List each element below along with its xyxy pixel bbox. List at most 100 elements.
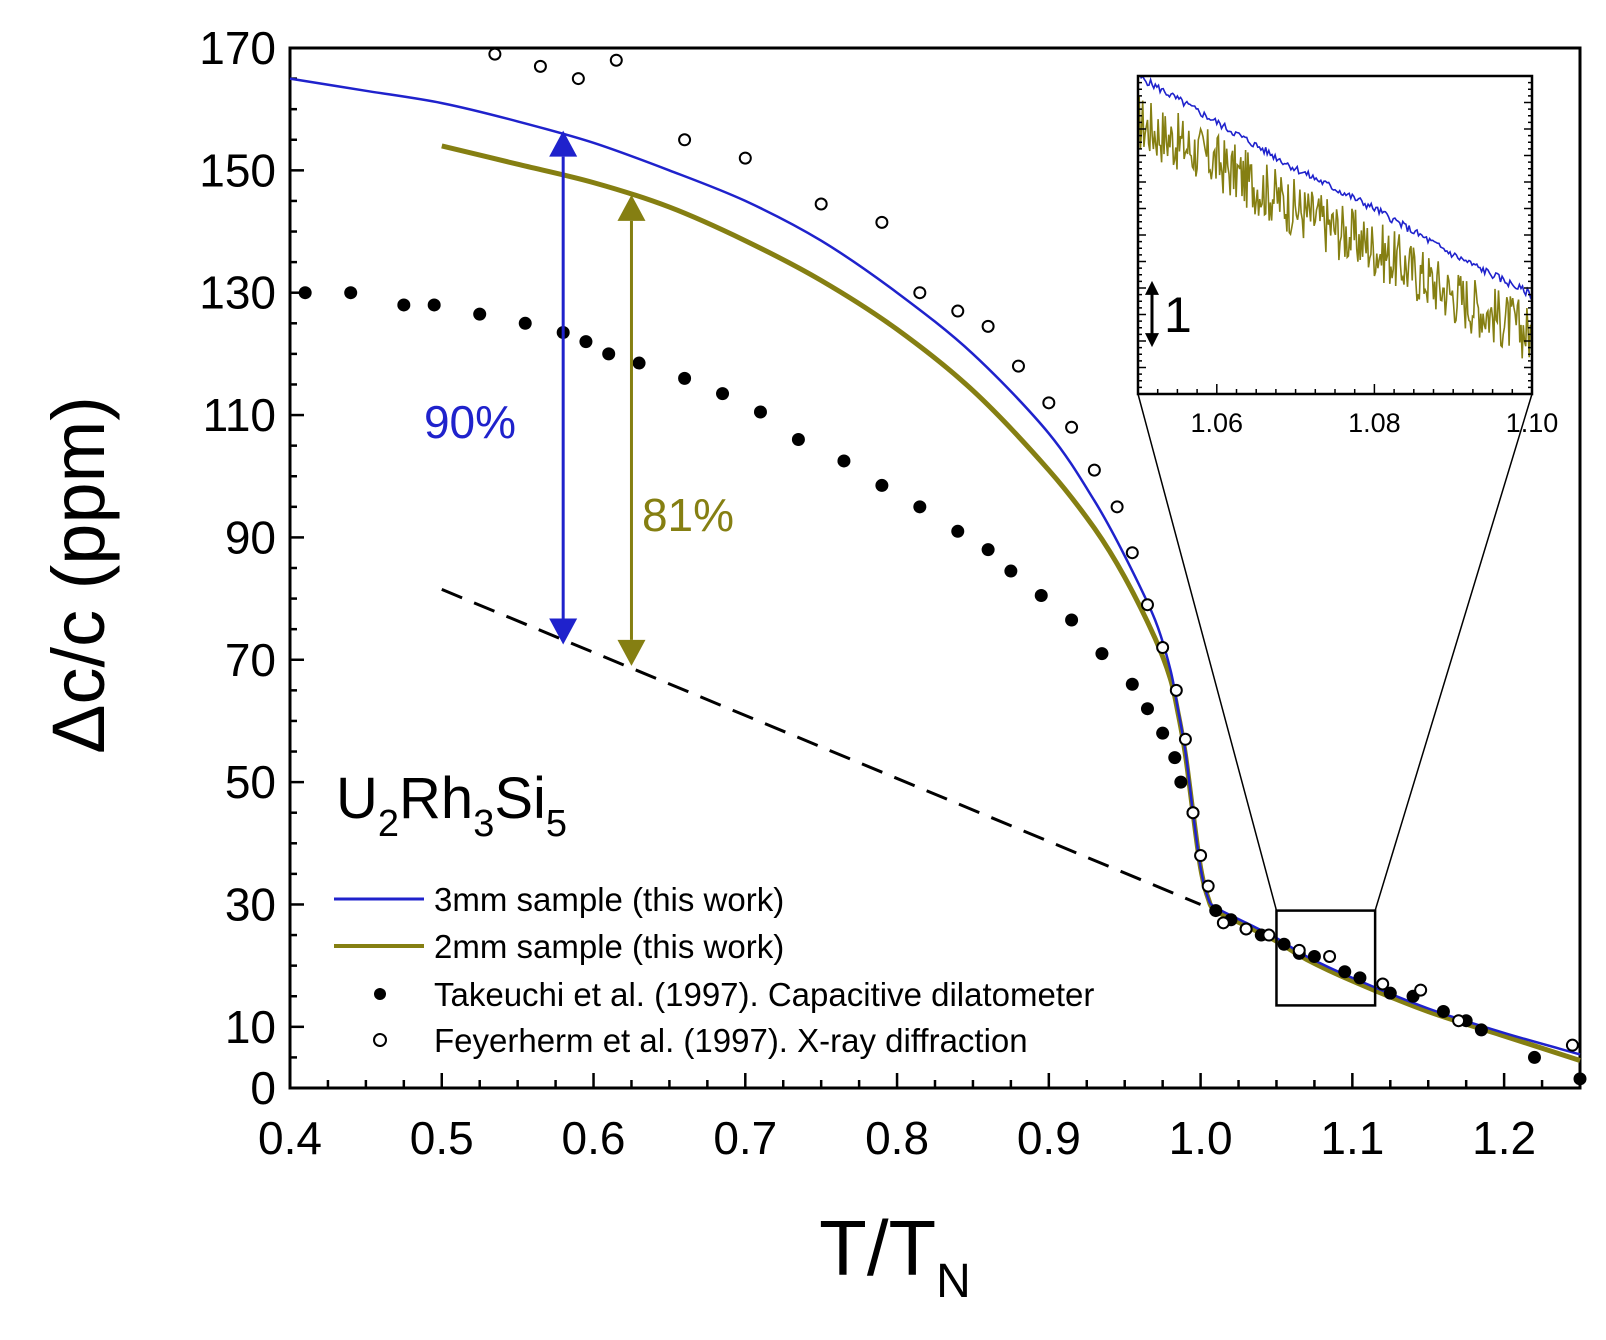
compound-u-sub: 2 — [378, 803, 399, 845]
x-axis-label-subscript: N — [936, 1255, 971, 1308]
takeuchi-point — [1573, 1072, 1587, 1086]
takeuchi-point — [1474, 1023, 1488, 1037]
feyerherm-point — [678, 133, 692, 147]
legend-label-takeuchi: Takeuchi et al. (1997). Capacitive dilat… — [434, 976, 1094, 1013]
y-tick-label: 170 — [199, 22, 276, 74]
arrow-down-icon — [549, 618, 578, 645]
takeuchi-point — [678, 371, 692, 385]
takeuchi-point — [791, 433, 805, 447]
takeuchi-point — [753, 405, 767, 419]
takeuchi-point — [1140, 702, 1154, 716]
x-tick-label: 1.1 — [1320, 1112, 1384, 1164]
feyerherm-point — [1292, 943, 1306, 957]
feyerherm-point — [1216, 916, 1230, 930]
legend-label-2mm: 2mm sample (this work) — [434, 928, 784, 965]
legend-label-3mm: 3mm sample (this work) — [434, 881, 784, 918]
feyerherm-point — [1169, 683, 1183, 697]
compound-label: U2Rh3Si5 — [336, 766, 567, 845]
zoom-region-box — [1275, 909, 1377, 1007]
feyerherm-point — [1452, 1014, 1466, 1028]
arrow-label-90pct: 90% — [424, 396, 516, 448]
feyerherm-point — [1042, 396, 1056, 410]
takeuchi-point — [1034, 589, 1048, 603]
arrow-label-81pct: 81% — [642, 489, 734, 541]
feyerherm-point — [1011, 359, 1025, 373]
inset-x-tick-label: 1.10 — [1506, 408, 1559, 438]
compound-rh: Rh — [399, 766, 473, 831]
feyerherm-point — [1414, 983, 1428, 997]
feyerherm-point — [571, 72, 585, 86]
inset-series-2mm — [1138, 95, 1532, 359]
feyerherm-point — [1087, 463, 1101, 477]
feyerherm-point — [1201, 879, 1215, 893]
takeuchi-point — [716, 387, 730, 401]
y-tick-label: 130 — [199, 267, 276, 319]
takeuchi-point — [1004, 564, 1018, 578]
takeuchi-point — [473, 307, 487, 321]
takeuchi-point — [1383, 986, 1397, 1000]
series-feyerherm-points — [488, 47, 1579, 1052]
feyerherm-point — [1239, 922, 1253, 936]
series-3mm-line — [289, 77, 1581, 1056]
feyerherm-point — [1565, 1038, 1579, 1052]
feyerherm-point — [814, 197, 828, 211]
takeuchi-point — [298, 286, 312, 300]
x-tick-label: 0.8 — [865, 1112, 929, 1164]
takeuchi-point — [1307, 949, 1321, 963]
takeuchi-point — [579, 335, 593, 349]
feyerherm-point — [1323, 949, 1337, 963]
takeuchi-point — [344, 286, 358, 300]
x-tick-label: 0.4 — [258, 1112, 322, 1164]
compound-rh-sub: 3 — [473, 803, 494, 845]
y-tick-label: 90 — [225, 511, 276, 563]
scale-bar-arrow-down-icon — [1145, 333, 1159, 348]
compound-u: U — [336, 766, 378, 831]
x-tick-label: 0.7 — [713, 1112, 777, 1164]
y-axis-ticks: 0 10 30 50 70 90 110 130 150 170 — [199, 22, 304, 1114]
inset-ticks: 1.06 1.08 1.10 — [1137, 75, 1559, 438]
feyerherm-point — [981, 319, 995, 333]
dashed-baseline — [441, 588, 1202, 906]
inset-chart: 1.06 1.08 1.10 1 — [1136, 74, 1559, 438]
x-tick-label: 1.0 — [1169, 1112, 1233, 1164]
takeuchi-point — [913, 500, 927, 514]
inset-series-3mm — [1138, 76, 1532, 300]
takeuchi-point — [951, 524, 965, 538]
takeuchi-point — [632, 356, 646, 370]
legend-label-feyerherm: Feyerherm et al. (1997). X-ray diffracti… — [434, 1022, 1028, 1059]
takeuchi-point — [1353, 971, 1367, 985]
y-tick-label: 110 — [203, 389, 276, 441]
feyerherm-point — [1156, 641, 1170, 655]
takeuchi-point — [1095, 647, 1109, 661]
takeuchi-point — [397, 298, 411, 312]
scale-bar-label: 1 — [1164, 287, 1192, 343]
feyerherm-point — [1178, 732, 1192, 746]
x-tick-label: 0.9 — [1017, 1112, 1081, 1164]
y-tick-label: 30 — [225, 878, 276, 930]
legend-marker-feyerherm — [373, 1033, 387, 1047]
y-axis-label: Δc/c (ppm) — [37, 396, 120, 754]
y-tick-label: 0 — [250, 1062, 276, 1114]
series-2mm-line — [441, 143, 1581, 1063]
compound-si: Si — [494, 766, 546, 831]
feyerherm-point — [951, 304, 965, 318]
legend: 3mm sample (this work) 2mm sample (this … — [334, 881, 1094, 1059]
takeuchi-point — [875, 478, 889, 492]
feyerherm-point — [1194, 849, 1208, 863]
feyerherm-point — [1065, 420, 1079, 434]
takeuchi-point — [1277, 937, 1291, 951]
percentage-arrows — [549, 130, 646, 666]
arrow-down-icon — [617, 639, 646, 666]
x-axis-label: T/TN — [819, 1204, 971, 1308]
takeuchi-point — [1338, 965, 1352, 979]
y-tick-label: 50 — [225, 756, 276, 808]
feyerherm-point — [875, 215, 889, 229]
takeuchi-point — [1209, 904, 1223, 918]
feyerherm-point — [1110, 500, 1124, 514]
feyerherm-point — [1376, 977, 1390, 991]
takeuchi-point — [1174, 775, 1188, 789]
takeuchi-point — [1125, 677, 1139, 691]
takeuchi-point — [1527, 1050, 1541, 1064]
feyerherm-point — [1125, 546, 1139, 560]
